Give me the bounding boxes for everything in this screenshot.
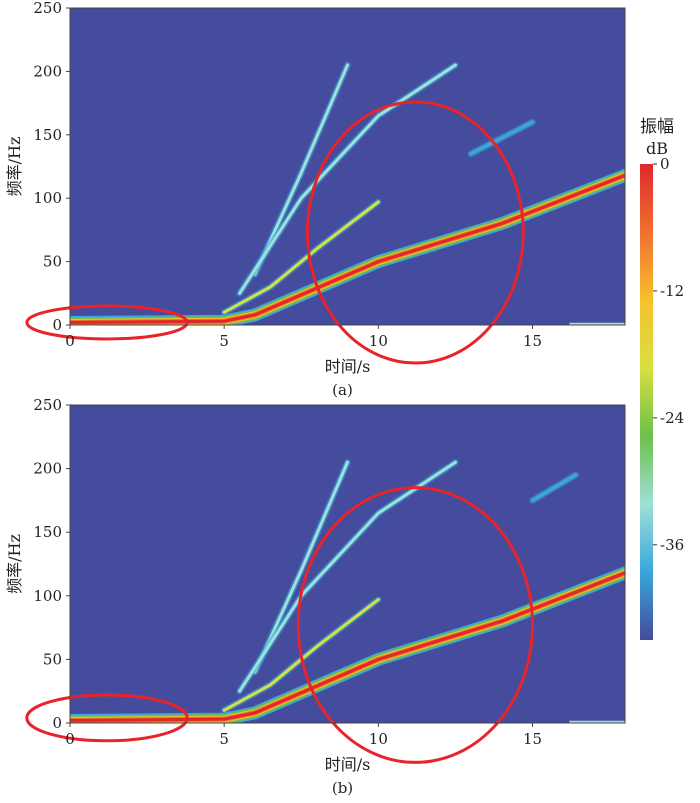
ridge-harmonic-5 <box>529 471 579 504</box>
spectrogram-panel-b: 0 50 100 150 200 250 0 5 10 15 时间/s 频率/Hz (b) <box>5 396 626 797</box>
y-tick-label: 50 <box>43 650 62 668</box>
y-tick-label: 100 <box>33 189 62 207</box>
x-tick-label: 5 <box>219 332 229 350</box>
ridge-harmonic-3 <box>236 62 459 297</box>
y-tick-label: 200 <box>33 62 62 80</box>
panel-caption: (b) <box>332 779 353 797</box>
y-tick-label: 250 <box>33 396 62 414</box>
colorbar-tick-label: 0 <box>660 155 670 173</box>
colorbar-title: 振幅 <box>640 117 674 137</box>
colorbar-gradient <box>640 164 653 640</box>
ridge-harmonic-5 <box>467 119 536 157</box>
x-tick-label: 5 <box>219 730 229 748</box>
ridge-harmonic-2 <box>221 596 382 714</box>
y-tick-label: 150 <box>33 523 62 541</box>
colorbar: 振幅 dB 0 -12 -24 -36 <box>640 117 684 640</box>
ridge-fundamental <box>70 566 625 723</box>
ridge-harmonic-2 <box>221 199 382 316</box>
colorbar-tick-label: -24 <box>660 409 684 427</box>
x-tick-label: 15 <box>523 332 542 350</box>
highlight-ellipse <box>305 100 525 365</box>
colorbar-tick-label: -12 <box>660 282 684 300</box>
colorbar-tick-label: -36 <box>660 536 684 554</box>
plot-frame <box>69 404 626 724</box>
highlight-ellipse <box>25 693 189 743</box>
x-tick-label: 10 <box>369 332 388 350</box>
x-axis-label: 时间/s <box>325 357 371 376</box>
y-tick-label: 100 <box>33 587 62 605</box>
x-tick-label: 15 <box>523 730 542 748</box>
y-axis-label: 频率/Hz <box>5 137 24 197</box>
x-tick-label: 0 <box>65 332 75 350</box>
highlight-ellipse <box>25 304 189 341</box>
highlight-ellipse <box>296 486 535 764</box>
colorbar-unit: dB <box>646 139 668 158</box>
y-tick-label: 150 <box>33 126 62 144</box>
y-tick-label: 0 <box>52 714 62 732</box>
x-axis-label: 时间/s <box>325 755 371 774</box>
x-tick-label: 0 <box>65 730 75 748</box>
y-tick-label: 0 <box>52 316 62 334</box>
plot-frame <box>69 7 626 326</box>
panel-caption: (a) <box>332 381 353 399</box>
spectrogram-panel-a: 0 50 100 150 200 250 0 5 10 15 时间/s 频率/Hz (a) <box>5 0 626 399</box>
y-tick-label: 250 <box>33 0 62 17</box>
x-tick-label: 10 <box>369 730 388 748</box>
y-axis-label: 频率/Hz <box>5 534 24 594</box>
y-tick-label: 200 <box>33 460 62 478</box>
y-tick-label: 50 <box>43 253 62 271</box>
